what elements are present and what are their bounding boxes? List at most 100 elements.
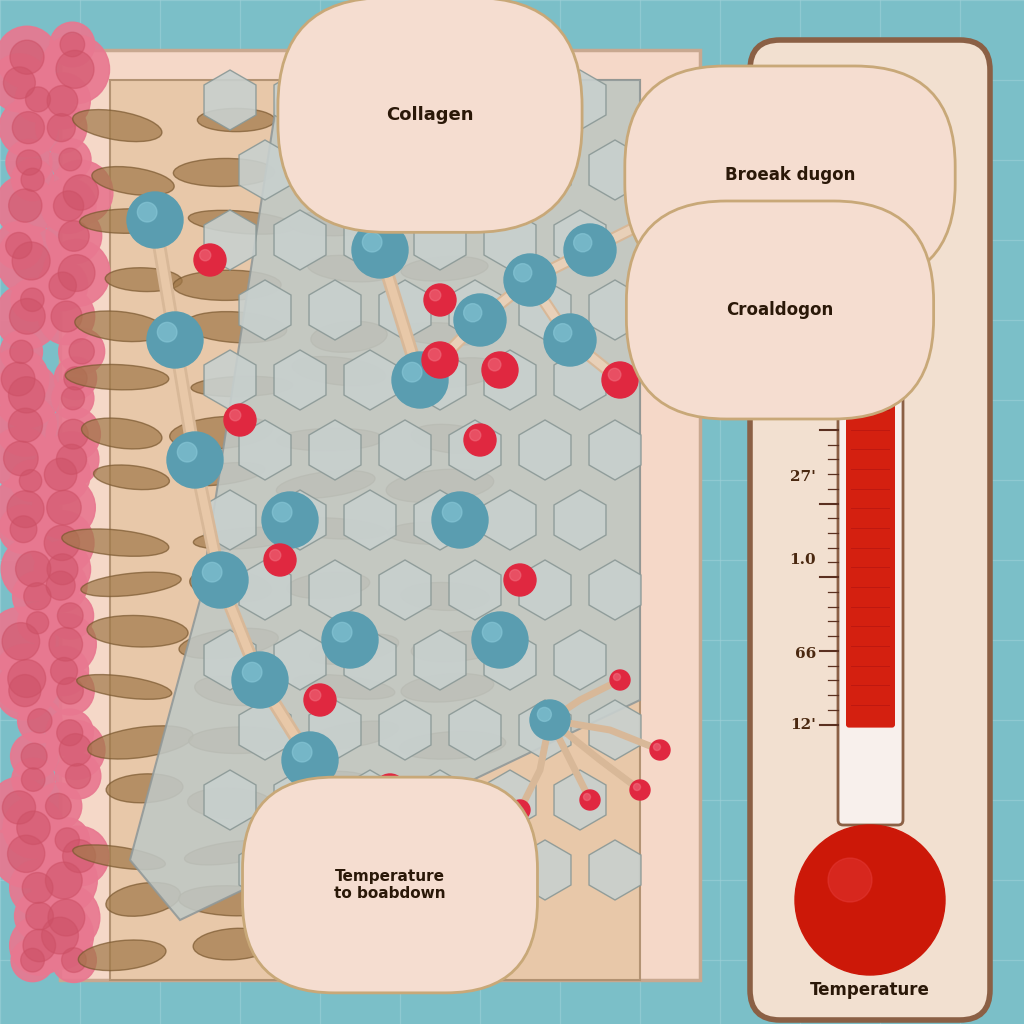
- Polygon shape: [60, 50, 700, 980]
- Polygon shape: [519, 280, 571, 340]
- Circle shape: [538, 708, 551, 721]
- Ellipse shape: [106, 774, 183, 803]
- Circle shape: [0, 505, 48, 554]
- Ellipse shape: [413, 97, 502, 131]
- Circle shape: [61, 948, 86, 973]
- Circle shape: [544, 314, 596, 366]
- Circle shape: [243, 663, 262, 682]
- Circle shape: [177, 442, 197, 462]
- Polygon shape: [309, 420, 361, 480]
- Polygon shape: [344, 70, 396, 130]
- Circle shape: [472, 612, 528, 668]
- Circle shape: [584, 794, 591, 801]
- Circle shape: [11, 159, 53, 201]
- Circle shape: [22, 768, 45, 792]
- Circle shape: [35, 73, 90, 129]
- Circle shape: [504, 254, 556, 306]
- Circle shape: [1, 537, 66, 601]
- Circle shape: [0, 427, 52, 489]
- FancyBboxPatch shape: [838, 115, 903, 825]
- Ellipse shape: [73, 845, 165, 869]
- Circle shape: [137, 203, 157, 222]
- Circle shape: [224, 404, 256, 436]
- Circle shape: [59, 733, 92, 766]
- Circle shape: [272, 503, 292, 522]
- Circle shape: [2, 623, 40, 660]
- Circle shape: [8, 377, 45, 413]
- Circle shape: [580, 790, 600, 810]
- Ellipse shape: [401, 674, 494, 702]
- Circle shape: [46, 721, 105, 779]
- Polygon shape: [589, 420, 641, 480]
- Circle shape: [46, 710, 93, 757]
- Circle shape: [650, 740, 670, 760]
- Circle shape: [262, 492, 318, 548]
- Circle shape: [0, 98, 57, 157]
- Polygon shape: [344, 350, 396, 410]
- Ellipse shape: [382, 780, 487, 804]
- Ellipse shape: [305, 721, 398, 750]
- Polygon shape: [309, 840, 361, 900]
- Circle shape: [9, 299, 45, 334]
- Ellipse shape: [387, 522, 477, 545]
- Ellipse shape: [380, 203, 480, 229]
- Circle shape: [49, 628, 83, 662]
- Ellipse shape: [399, 731, 506, 759]
- Ellipse shape: [307, 255, 393, 282]
- Circle shape: [0, 331, 43, 373]
- Circle shape: [488, 358, 501, 371]
- Circle shape: [158, 323, 177, 342]
- Circle shape: [530, 700, 570, 740]
- Polygon shape: [589, 280, 641, 340]
- Circle shape: [56, 444, 87, 474]
- Circle shape: [33, 884, 99, 951]
- Polygon shape: [449, 560, 501, 620]
- Circle shape: [41, 178, 96, 233]
- Circle shape: [61, 387, 85, 410]
- Ellipse shape: [292, 829, 368, 853]
- Circle shape: [49, 139, 91, 180]
- Ellipse shape: [285, 891, 389, 923]
- Circle shape: [510, 569, 521, 581]
- Circle shape: [58, 221, 89, 251]
- Circle shape: [22, 743, 47, 769]
- Ellipse shape: [276, 470, 375, 499]
- FancyBboxPatch shape: [846, 132, 895, 728]
- Circle shape: [200, 250, 211, 261]
- Circle shape: [450, 829, 461, 841]
- Ellipse shape: [289, 209, 386, 236]
- Polygon shape: [344, 770, 396, 830]
- Circle shape: [314, 164, 346, 196]
- Polygon shape: [379, 420, 431, 480]
- Circle shape: [464, 424, 496, 456]
- Circle shape: [24, 583, 51, 610]
- Circle shape: [194, 244, 226, 276]
- Circle shape: [50, 657, 78, 684]
- Ellipse shape: [170, 417, 272, 449]
- Circle shape: [0, 777, 49, 838]
- Ellipse shape: [406, 931, 504, 953]
- Polygon shape: [239, 560, 291, 620]
- Circle shape: [16, 150, 42, 175]
- Circle shape: [26, 902, 53, 930]
- Circle shape: [402, 362, 422, 382]
- Circle shape: [795, 825, 945, 975]
- Circle shape: [510, 800, 530, 820]
- Ellipse shape: [293, 675, 395, 699]
- Circle shape: [15, 77, 60, 122]
- Circle shape: [0, 644, 61, 713]
- Text: Temperature
to boabdown: Temperature to boabdown: [334, 868, 445, 901]
- Circle shape: [0, 54, 48, 112]
- Circle shape: [50, 23, 94, 67]
- Polygon shape: [274, 630, 326, 690]
- Circle shape: [10, 340, 33, 364]
- Circle shape: [632, 202, 668, 238]
- Ellipse shape: [88, 726, 194, 759]
- Circle shape: [14, 891, 65, 941]
- Circle shape: [11, 279, 53, 322]
- Ellipse shape: [80, 209, 177, 233]
- Circle shape: [470, 430, 481, 440]
- Polygon shape: [130, 80, 640, 920]
- Circle shape: [46, 571, 75, 600]
- Polygon shape: [519, 840, 571, 900]
